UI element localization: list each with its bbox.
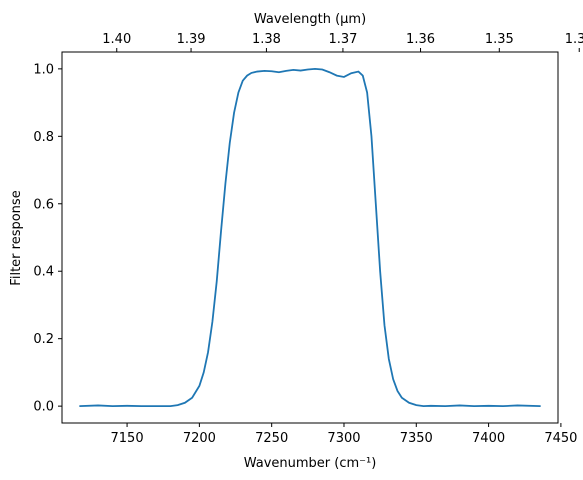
y-tick-label: 0.6 [33, 197, 54, 212]
y-tick-label: 0.8 [33, 130, 54, 145]
x-tick-label: 7250 [255, 431, 288, 446]
top-x-axis-label: Wavelength (μm) [254, 12, 366, 27]
plot-area [61, 51, 559, 424]
y-tick-label: 0.4 [33, 265, 54, 280]
y-tick-label: 1.0 [33, 62, 54, 77]
x-tick-label: 7150 [111, 431, 144, 446]
top-tick-label: 1.40 [102, 32, 131, 47]
top-tick-label: 1.38 [252, 32, 281, 47]
x-tick-label: 7350 [400, 431, 433, 446]
x-tick-label: 7450 [544, 431, 577, 446]
y-axis-label: Filter response [9, 190, 24, 285]
filter-response-line [79, 67, 541, 408]
x-tick-label: 7400 [472, 431, 505, 446]
y-axis-ticks: 0.0 0.2 0.4 0.6 0.8 1.0 [33, 62, 62, 415]
top-tick-label: 1.34 [565, 32, 583, 47]
y-tick-label: 0.2 [33, 332, 54, 347]
top-x-axis-ticks: 1.40 1.39 1.38 1.37 1.36 1.35 1.34 [102, 32, 583, 52]
top-tick-label: 1.36 [406, 32, 435, 47]
y-tick-label: 0.0 [33, 400, 54, 415]
x-tick-label: 7200 [183, 431, 216, 446]
x-tick-label: 7300 [327, 431, 360, 446]
x-axis-label: Wavenumber (cm⁻¹) [244, 456, 377, 471]
top-tick-label: 1.39 [177, 32, 206, 47]
top-tick-label: 1.35 [485, 32, 514, 47]
top-tick-label: 1.37 [328, 32, 357, 47]
bottom-x-axis-ticks: 7150 7200 7250 7300 7350 7400 7450 [111, 423, 577, 446]
